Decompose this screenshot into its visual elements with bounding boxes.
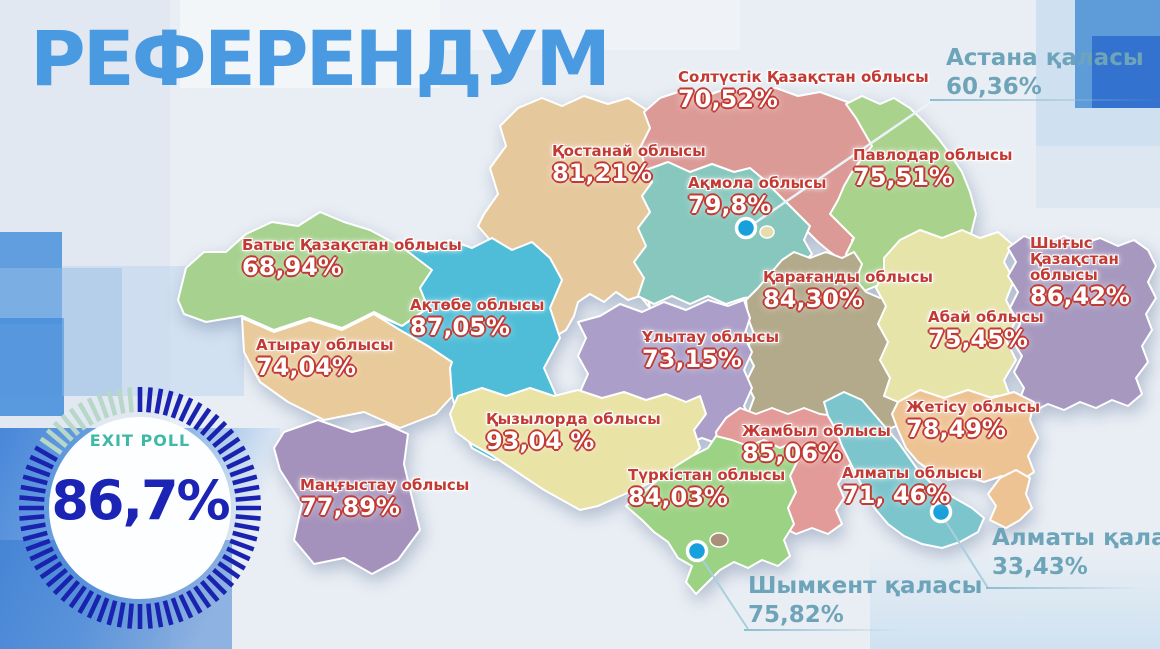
region-label-kostanai: Қостанай облысы 81,21% [552,142,706,187]
region-label-almaty-obl: Алматы облысы 71, 46% [842,464,983,509]
page-title: РЕФЕРЕНДУМ [30,14,611,103]
region-shape-zhetisu-south [987,469,1033,529]
city-label-almaty: Алматы қаласы 33,43% [992,525,1160,580]
region-label-zhambyl: Жамбыл облысы 85,06% [742,422,891,467]
region-label-akmola: Ақмола облысы 79,8% [688,174,827,219]
region-label-soltustik: Солтүстік Қазақстан облысы 70,52% [678,68,929,113]
exit-poll-value: 86,7% [51,469,230,532]
region-label-abai: Абай облысы 75,45% [928,308,1044,353]
region-shape-mangystau [273,419,421,575]
exit-poll-widget: EXIT POLL 86,7% [15,383,265,633]
region-shape-shygys [1007,235,1157,413]
region-label-batys: Батыс Қазақстан облысы 68,94% [242,236,462,281]
astana-leader-line [745,98,935,231]
region-label-pavlodar: Павлодар облысы 75,51% [853,146,1013,191]
region-shape-turkistan [625,435,799,595]
shymkent-underline [744,629,904,631]
enclave-in-turkistan [709,532,729,548]
region-label-ulytau: Ұлытау облысы 73,15% [642,328,780,373]
exit-poll-label: EXIT POLL [89,431,191,450]
region-label-karagandy: Қарағанды облысы 84,30% [763,268,933,313]
region-label-zhetisu: Жетісу облысы 78,49% [906,398,1041,443]
region-label-turkistan: Түркістан облысы 84,03% [628,466,786,511]
enclave-near-astana [759,225,775,239]
astana-city-dot [734,216,758,240]
region-label-shygys: Шығыс Қазақстан облысы 86,42% [1030,234,1130,311]
almaty-city-dot [929,500,953,524]
region-label-mangystau: Маңғыстау облысы 77,89% [300,476,470,521]
shymkent-city-dot [685,539,709,563]
city-label-astana: Астана қаласы 60,36% [946,45,1144,100]
region-label-aktobe: Ақтөбе облысы 87,05% [410,296,545,341]
region-label-atyrau: Атырау облысы 74,04% [256,336,394,381]
city-label-shymkent: Шымкент қаласы 75,82% [748,573,983,628]
almaty-underline [986,587,1142,589]
shymkent-leader-line [697,552,749,630]
region-label-kyzylorda: Қызылорда облысы 93,04 % [486,410,661,455]
